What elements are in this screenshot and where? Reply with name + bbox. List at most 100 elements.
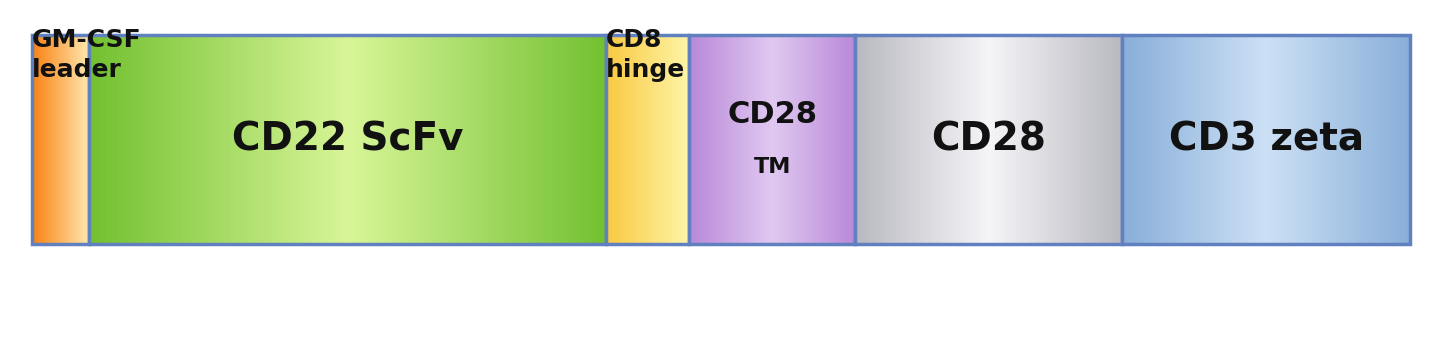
Bar <box>1293 35 1296 244</box>
Bar <box>1022 35 1024 244</box>
Bar <box>437 35 440 244</box>
Bar <box>877 35 878 244</box>
Bar <box>1409 35 1410 244</box>
Bar <box>479 35 480 244</box>
Bar <box>558 35 559 244</box>
Bar <box>311 35 314 244</box>
Bar <box>438 35 441 244</box>
Bar <box>986 35 988 244</box>
Bar <box>895 35 897 244</box>
Bar <box>358 35 360 244</box>
Bar <box>1247 35 1249 244</box>
Bar <box>157 35 159 244</box>
Bar <box>1312 35 1314 244</box>
Bar <box>1102 35 1103 244</box>
Bar <box>1017 35 1018 244</box>
Bar <box>1291 35 1293 244</box>
Bar <box>1032 35 1034 244</box>
Bar <box>444 35 447 244</box>
Bar <box>1314 35 1317 244</box>
Bar <box>1351 35 1353 244</box>
Bar <box>1368 35 1370 244</box>
Bar <box>1331 35 1332 244</box>
Bar <box>1109 35 1110 244</box>
Bar <box>252 35 255 244</box>
Bar <box>1080 35 1082 244</box>
Bar <box>453 35 454 244</box>
Bar <box>865 35 867 244</box>
Bar <box>448 35 451 244</box>
Bar <box>1224 35 1226 244</box>
Bar <box>402 35 405 244</box>
Bar <box>487 35 489 244</box>
Bar <box>337 35 340 244</box>
Bar <box>1311 35 1312 244</box>
Bar <box>1138 35 1139 244</box>
Bar <box>1178 35 1180 244</box>
Bar <box>1276 35 1278 244</box>
Bar <box>1077 35 1079 244</box>
Bar <box>1242 35 1243 244</box>
Bar <box>1315 35 1317 244</box>
Bar <box>146 35 149 244</box>
Bar <box>979 35 981 244</box>
Bar <box>304 35 307 244</box>
Bar <box>1394 35 1396 244</box>
Bar <box>1035 35 1037 244</box>
Bar <box>1035 35 1037 244</box>
Bar <box>401 35 404 244</box>
Bar <box>1079 35 1082 244</box>
Bar <box>1099 35 1100 244</box>
Bar <box>229 35 231 244</box>
Bar <box>120 35 123 244</box>
Bar <box>855 35 1122 244</box>
Bar <box>190 35 193 244</box>
Bar <box>1024 35 1025 244</box>
Bar <box>1007 35 1008 244</box>
Bar <box>1086 35 1087 244</box>
Bar <box>353 35 355 244</box>
Bar <box>991 35 992 244</box>
Bar <box>968 35 969 244</box>
Bar <box>519 35 522 244</box>
Bar <box>1380 35 1381 244</box>
Bar <box>264 35 265 244</box>
Bar <box>947 35 949 244</box>
Bar <box>1387 35 1389 244</box>
Bar <box>945 35 946 244</box>
Bar <box>864 35 865 244</box>
Bar <box>861 35 862 244</box>
Bar <box>1218 35 1221 244</box>
Bar <box>956 35 957 244</box>
Bar <box>1058 35 1060 244</box>
Bar <box>1159 35 1161 244</box>
Bar <box>1256 35 1257 244</box>
Bar <box>297 35 300 244</box>
Text: CD28: CD28 <box>727 100 818 129</box>
Bar <box>894 35 895 244</box>
Bar <box>435 35 438 244</box>
Bar <box>345 35 346 244</box>
Bar <box>858 35 859 244</box>
Bar <box>1100 35 1102 244</box>
Bar <box>1198 35 1200 244</box>
Bar <box>1002 35 1004 244</box>
Bar <box>870 35 871 244</box>
Bar <box>995 35 996 244</box>
Bar <box>454 35 457 244</box>
Bar <box>878 35 880 244</box>
Bar <box>340 35 343 244</box>
Bar <box>1208 35 1210 244</box>
Bar <box>1233 35 1234 244</box>
Bar <box>910 35 911 244</box>
Bar <box>900 35 903 244</box>
Bar <box>591 35 594 244</box>
Bar <box>417 35 418 244</box>
Bar <box>193 35 195 244</box>
Bar <box>431 35 434 244</box>
Bar <box>225 35 228 244</box>
Bar <box>211 35 212 244</box>
Bar <box>965 35 968 244</box>
Bar <box>303 35 306 244</box>
Bar <box>319 35 320 244</box>
